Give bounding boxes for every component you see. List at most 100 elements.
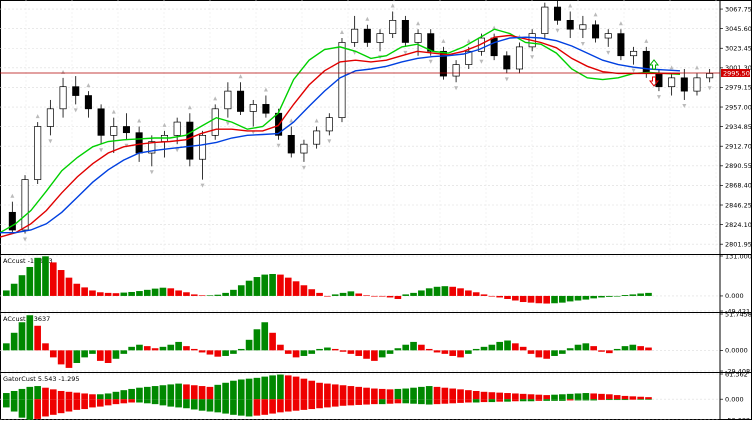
histogram-bar-ac1 <box>582 295 590 300</box>
gator-upper-bar <box>190 385 198 400</box>
histogram-bar-ac1 <box>112 293 120 296</box>
histogram-bar-ac1 <box>488 295 496 297</box>
gator-lower-bar <box>128 399 135 403</box>
gator-upper-bar <box>292 376 300 400</box>
gator-lower-bar <box>527 399 535 402</box>
gator-upper-bar <box>277 374 284 400</box>
gator-upper-bar <box>120 390 128 400</box>
gator-upper-bar <box>363 387 370 400</box>
histogram-bar-ac1 <box>363 295 370 296</box>
histogram-bar-ac1 <box>143 289 151 296</box>
gator-lower-bar <box>10 399 18 412</box>
candle-body <box>46 108 54 127</box>
histogram-bar-ac1 <box>175 290 182 296</box>
gator-upper-bar <box>472 390 480 400</box>
panel-label-ac1: ACcust -10.903 <box>3 257 53 265</box>
fractal-up-marker <box>10 193 15 198</box>
histogram-bar-ac1 <box>512 295 519 301</box>
gator-upper-bar <box>566 393 574 400</box>
gator-upper-bar <box>394 388 402 400</box>
histogram-bar-ac2 <box>394 348 402 351</box>
candle-body <box>693 77 701 92</box>
gator-upper-bar <box>269 375 276 400</box>
histogram-bar-ac2 <box>190 348 198 351</box>
gator-upper-bar <box>512 393 519 400</box>
gator-upper-bar <box>535 394 543 400</box>
gator-upper-bar <box>457 389 464 400</box>
fractal-down-marker <box>48 139 53 144</box>
tick-label-price: 2934.85 <box>725 123 752 131</box>
histogram-bar-ac1 <box>457 288 464 296</box>
candle-body <box>553 6 562 21</box>
histogram-bar-ac1 <box>418 290 425 296</box>
gator-upper-bar <box>42 387 49 400</box>
gator-upper-bar <box>104 393 112 400</box>
candle-body <box>224 90 232 110</box>
gator-upper-bar <box>316 382 323 400</box>
candle-body <box>363 28 371 43</box>
gator-upper-bar <box>183 384 190 400</box>
histogram-bar-ac2 <box>151 348 159 351</box>
histogram-bar-ac1 <box>347 291 355 296</box>
histogram-bar-ac1 <box>104 292 112 296</box>
gator-lower-bar <box>253 399 261 416</box>
gator-upper-bar <box>613 395 621 400</box>
gator-lower-bar <box>347 399 355 406</box>
histogram-bar-ac2 <box>347 350 355 354</box>
histogram-bar-ac1 <box>96 292 104 296</box>
histogram-bar-ac2 <box>355 350 363 356</box>
fractal-down-marker <box>99 148 104 153</box>
gator-upper-bar <box>598 393 605 400</box>
histogram-bar-ac2 <box>590 346 597 351</box>
fractal-down-marker <box>175 148 180 153</box>
tick-label-price: 3045.60 <box>725 25 752 33</box>
gator-lower-bar <box>574 399 582 401</box>
gator-lower-bar <box>488 399 496 403</box>
histogram-bar-ac2 <box>42 343 49 351</box>
gator-upper-bar <box>378 388 386 400</box>
gator-lower-bar <box>308 399 316 410</box>
histogram-bar-ac1 <box>183 292 190 296</box>
histogram-bar-ac1 <box>613 295 621 297</box>
histogram-bar-ac1 <box>402 294 410 296</box>
tick-label-gator: -50.632 <box>725 416 750 420</box>
fractal-down-marker <box>403 50 408 55</box>
gator-upper-bar <box>551 394 558 400</box>
histogram-bar-ac2 <box>425 348 433 351</box>
fractal-up-marker <box>314 118 319 123</box>
histogram-bar-ac1 <box>559 295 566 303</box>
gator-lower-bar <box>339 399 347 406</box>
histogram-bar-ac2 <box>175 341 182 351</box>
candle-body <box>439 50 447 77</box>
histogram-bar-ac2 <box>57 350 65 365</box>
gator-lower-bar <box>81 399 88 410</box>
histogram-bar-ac2 <box>606 350 613 354</box>
gator-upper-bar <box>175 383 182 400</box>
histogram-bar-ac1 <box>339 292 347 296</box>
fractal-up-marker <box>492 25 497 30</box>
candle-body <box>287 134 295 154</box>
histogram-bar-ac1 <box>73 283 81 296</box>
tick-label-price: 2890.55 <box>725 162 752 170</box>
histogram-bar-ac2 <box>3 343 10 351</box>
histogram-bar-ac1 <box>566 295 574 302</box>
histogram-bar-ac1 <box>598 295 605 298</box>
histogram-bar-ac2 <box>253 329 261 351</box>
candle-body <box>34 126 42 180</box>
histogram-bar-ac2 <box>488 344 496 351</box>
histogram-bar-ac1 <box>504 295 511 299</box>
gator-lower-bar <box>175 399 182 408</box>
histogram-bar-ac1 <box>136 291 143 296</box>
histogram-bar-ac2 <box>527 350 535 354</box>
gator-upper-bar <box>386 389 394 400</box>
histogram-bar-ac2 <box>261 322 269 351</box>
fractal-up-marker <box>289 118 294 123</box>
histogram-bar-ac1 <box>261 274 269 296</box>
gator-upper-bar <box>324 383 331 400</box>
histogram-bar-ac1 <box>316 292 323 296</box>
gator-upper-bar <box>237 379 245 400</box>
fractal-up-marker <box>694 65 699 70</box>
histogram-bar-ac2 <box>34 325 41 351</box>
fractal-up-marker <box>263 87 268 92</box>
histogram-bar-ac2 <box>104 350 112 363</box>
